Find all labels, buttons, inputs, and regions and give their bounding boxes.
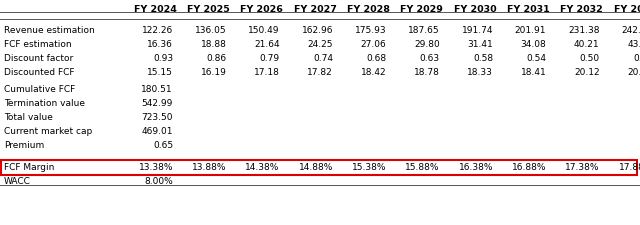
Text: 15.88%: 15.88% — [405, 163, 440, 172]
Text: 0.74: 0.74 — [313, 54, 333, 63]
Text: FY 2027: FY 2027 — [294, 5, 337, 14]
Text: 16.38%: 16.38% — [458, 163, 493, 172]
Text: WACC: WACC — [4, 177, 31, 186]
Text: Revenue estimation: Revenue estimation — [4, 26, 95, 35]
Text: 27.06: 27.06 — [360, 40, 387, 49]
Text: 17.88%: 17.88% — [618, 163, 640, 172]
Text: 723.50: 723.50 — [141, 113, 173, 122]
Text: 0.50: 0.50 — [580, 54, 600, 63]
Text: 16.88%: 16.88% — [512, 163, 547, 172]
Text: 242.95: 242.95 — [621, 26, 640, 35]
Text: 20.12: 20.12 — [574, 68, 600, 77]
Text: 18.41: 18.41 — [520, 68, 547, 77]
Text: 8.00%: 8.00% — [144, 177, 173, 186]
Text: Cumulative FCF: Cumulative FCF — [4, 85, 76, 94]
Text: FY 2032: FY 2032 — [560, 5, 603, 14]
Text: 43.44: 43.44 — [627, 40, 640, 49]
Text: 13.88%: 13.88% — [192, 163, 227, 172]
Text: 0.86: 0.86 — [206, 54, 227, 63]
Text: Premium: Premium — [4, 141, 44, 150]
Text: 0.54: 0.54 — [526, 54, 547, 63]
Text: 180.51: 180.51 — [141, 85, 173, 94]
Text: 191.74: 191.74 — [461, 26, 493, 35]
Text: 0.65: 0.65 — [153, 141, 173, 150]
Text: FY 2026: FY 2026 — [240, 5, 283, 14]
Text: FY 2024: FY 2024 — [134, 5, 177, 14]
Text: Discounted FCF: Discounted FCF — [4, 68, 74, 77]
Text: FY 2030: FY 2030 — [454, 5, 496, 14]
Text: 0.68: 0.68 — [366, 54, 387, 63]
Text: Termination value: Termination value — [4, 99, 85, 108]
Text: Discount factor: Discount factor — [4, 54, 73, 63]
Text: 16.19: 16.19 — [200, 68, 227, 77]
Text: 469.01: 469.01 — [141, 127, 173, 136]
Text: 40.21: 40.21 — [574, 40, 600, 49]
Text: 201.91: 201.91 — [515, 26, 547, 35]
Text: 31.41: 31.41 — [467, 40, 493, 49]
Text: 17.18: 17.18 — [254, 68, 280, 77]
Bar — [1, 160, 637, 175]
Text: FY 2029: FY 2029 — [400, 5, 443, 14]
Text: 17.82: 17.82 — [307, 68, 333, 77]
Text: 0.93: 0.93 — [153, 54, 173, 63]
Text: FY 2031: FY 2031 — [507, 5, 550, 14]
Text: 13.38%: 13.38% — [138, 163, 173, 172]
Text: 162.96: 162.96 — [301, 26, 333, 35]
Text: 0.58: 0.58 — [473, 54, 493, 63]
Text: 18.78: 18.78 — [414, 68, 440, 77]
Text: 14.88%: 14.88% — [299, 163, 333, 172]
Text: 150.49: 150.49 — [248, 26, 280, 35]
Text: FY 2033: FY 2033 — [614, 5, 640, 14]
Text: 18.42: 18.42 — [361, 68, 387, 77]
Text: 16.36: 16.36 — [147, 40, 173, 49]
Text: 231.38: 231.38 — [568, 26, 600, 35]
Text: 542.99: 542.99 — [141, 99, 173, 108]
Text: 14.38%: 14.38% — [245, 163, 280, 172]
Text: FY 2025: FY 2025 — [187, 5, 230, 14]
Text: 20.12: 20.12 — [627, 68, 640, 77]
Text: 0.46: 0.46 — [633, 54, 640, 63]
Text: 0.79: 0.79 — [260, 54, 280, 63]
Text: 24.25: 24.25 — [307, 40, 333, 49]
Text: 175.93: 175.93 — [355, 26, 387, 35]
Text: 0.63: 0.63 — [420, 54, 440, 63]
Text: FY 2028: FY 2028 — [347, 5, 390, 14]
Text: 136.05: 136.05 — [195, 26, 227, 35]
Text: 34.08: 34.08 — [520, 40, 547, 49]
Text: 122.26: 122.26 — [141, 26, 173, 35]
Text: 15.15: 15.15 — [147, 68, 173, 77]
Text: 17.38%: 17.38% — [565, 163, 600, 172]
Text: 15.38%: 15.38% — [352, 163, 387, 172]
Text: Total value: Total value — [4, 113, 53, 122]
Text: FCF estimation: FCF estimation — [4, 40, 72, 49]
Text: 18.33: 18.33 — [467, 68, 493, 77]
Text: FCF Margin: FCF Margin — [4, 163, 54, 172]
Text: 29.80: 29.80 — [414, 40, 440, 49]
Text: 187.65: 187.65 — [408, 26, 440, 35]
Text: Current market cap: Current market cap — [4, 127, 92, 136]
Text: 18.88: 18.88 — [200, 40, 227, 49]
Text: 21.64: 21.64 — [254, 40, 280, 49]
